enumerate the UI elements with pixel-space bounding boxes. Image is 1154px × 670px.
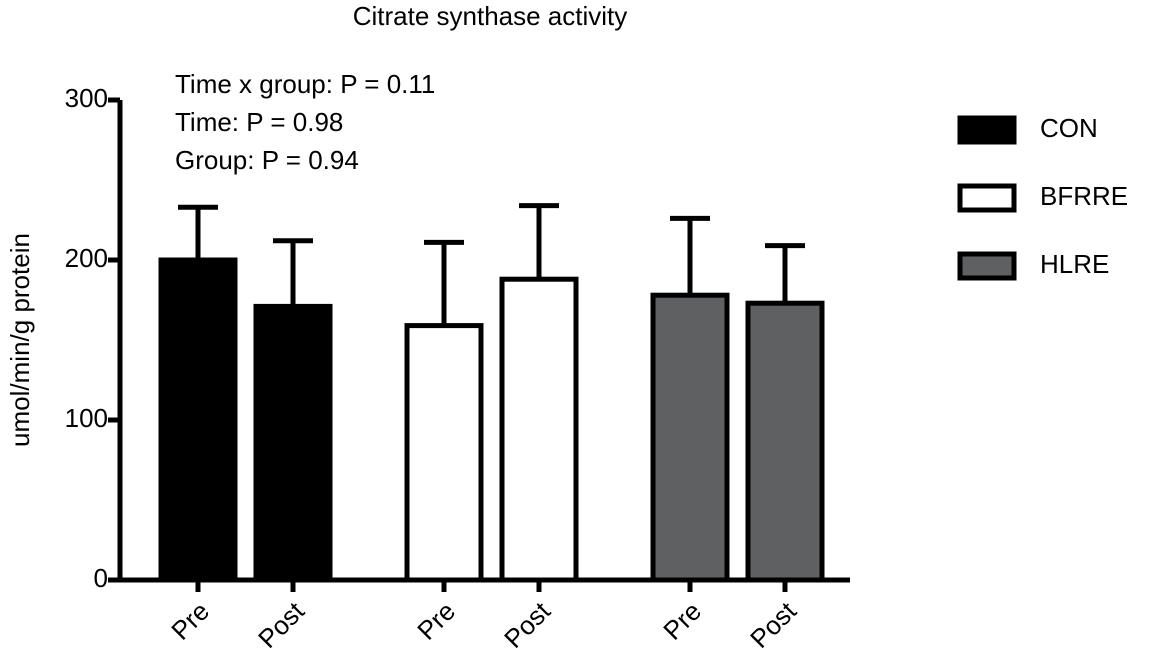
annotation: Group: P = 0.94 — [175, 145, 359, 175]
legend-label: BFRRE — [1040, 181, 1128, 211]
chart-title: Citrate synthase activity — [353, 1, 628, 31]
y-tick-label: 200 — [65, 243, 108, 273]
x-tick-label: Pre — [657, 596, 707, 646]
x-tick-label: Pre — [411, 596, 461, 646]
legend-label: CON — [1040, 113, 1098, 143]
x-tick-label: Pre — [165, 596, 215, 646]
y-tick-label: 300 — [65, 83, 108, 113]
bar — [745, 300, 825, 583]
x-tick-label: Post — [744, 595, 803, 654]
y-axis-label: umol/min/g protein — [5, 233, 35, 447]
x-tick-label: Post — [252, 595, 311, 654]
bar — [650, 292, 730, 583]
annotation: Time: P = 0.98 — [175, 107, 343, 137]
y-tick-label: 0 — [94, 563, 108, 593]
x-tick-label: Post — [498, 595, 557, 654]
annotation: Time x group: P = 0.11 — [175, 69, 435, 99]
bar — [158, 257, 238, 583]
bar — [404, 323, 484, 583]
bar — [499, 276, 579, 583]
legend-label: HLRE — [1040, 249, 1109, 279]
legend-swatch — [957, 251, 1017, 281]
y-tick-label: 100 — [65, 403, 108, 433]
legend-swatch — [957, 183, 1017, 213]
bar — [253, 303, 333, 583]
legend-swatch — [957, 115, 1017, 145]
